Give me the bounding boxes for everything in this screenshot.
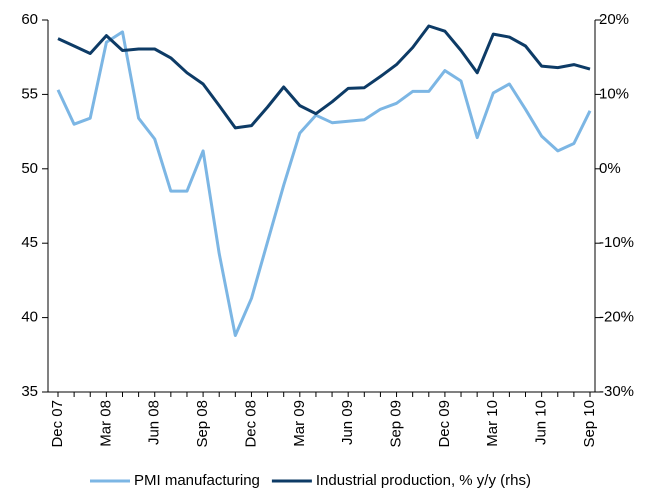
legend-label: Industrial production, % y/y (rhs) — [316, 472, 531, 489]
y-tick-label: 50 — [21, 160, 38, 177]
y-tick-label: 60 — [21, 11, 38, 28]
x-tick-label: Mar 08 — [97, 400, 114, 447]
y-tick-label: 35 — [21, 383, 38, 400]
y2-tick-label: 20% — [599, 11, 629, 28]
x-tick-label: Jun 09 — [339, 400, 356, 445]
x-tick-label: Sep 10 — [581, 400, 598, 448]
y2-tick-label: -10% — [599, 234, 634, 251]
x-tick-label: Dec 08 — [242, 400, 259, 448]
x-tick-label: Dec 07 — [49, 400, 66, 448]
y2-tick-label: -20% — [599, 309, 634, 326]
x-tick-label: Mar 10 — [484, 400, 501, 447]
x-tick-label: Mar 09 — [291, 400, 308, 447]
series-line — [56, 30, 592, 337]
y-tick-label: 45 — [21, 234, 38, 251]
y-tick-label: 55 — [21, 85, 38, 102]
x-tick-label: Sep 09 — [388, 400, 405, 448]
y2-tick-label: 0% — [599, 160, 621, 177]
y-tick-label: 40 — [21, 309, 38, 326]
x-tick-label: Sep 08 — [194, 400, 211, 448]
legend-label: PMI manufacturing — [134, 472, 260, 489]
x-tick-label: Dec 09 — [436, 400, 453, 448]
y2-tick-label: -30% — [599, 383, 634, 400]
y2-tick-label: 10% — [599, 85, 629, 102]
x-tick-label: Jun 10 — [533, 400, 550, 445]
series-line — [57, 24, 591, 130]
x-tick-label: Jun 08 — [146, 400, 163, 445]
